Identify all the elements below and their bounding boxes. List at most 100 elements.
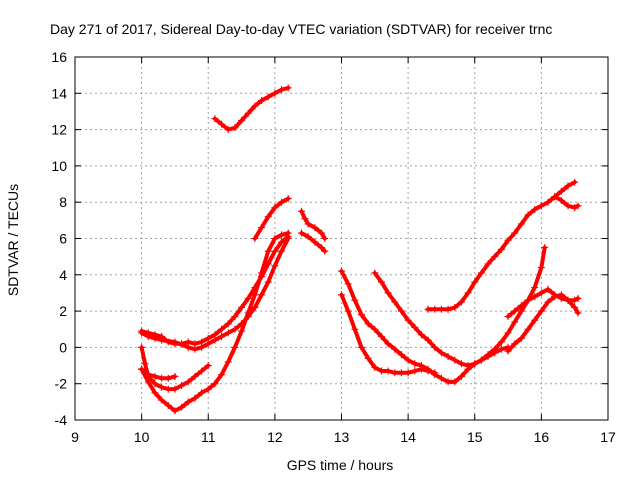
data-point <box>158 383 166 391</box>
data-point <box>171 385 179 393</box>
data-point <box>158 336 166 344</box>
data-point <box>531 316 539 324</box>
series-line <box>252 196 291 241</box>
x-tick-label: 10 <box>134 429 150 445</box>
data-point <box>524 296 532 304</box>
data-point <box>171 338 179 346</box>
data-point <box>484 351 492 359</box>
data-point <box>464 289 472 297</box>
data-point <box>164 401 172 409</box>
data-point <box>564 202 572 210</box>
data-point <box>497 345 505 353</box>
data-point <box>271 204 279 212</box>
data-point <box>537 202 545 210</box>
data-point <box>271 89 279 97</box>
data-point <box>551 293 559 301</box>
data-point <box>531 293 539 301</box>
series-arc-5 <box>138 365 179 382</box>
data-point <box>524 211 532 219</box>
data-point <box>477 356 485 364</box>
y-tick-label: 8 <box>59 194 67 210</box>
data-point <box>497 338 505 346</box>
y-tick-label: -2 <box>55 376 68 392</box>
data-point <box>484 260 492 268</box>
data-point <box>571 178 579 186</box>
data-point <box>204 362 212 370</box>
y-tick-label: 10 <box>51 158 67 174</box>
data-point <box>471 360 479 368</box>
data-point <box>397 369 405 377</box>
data-point <box>564 182 572 190</box>
data-point <box>264 247 272 255</box>
data-point <box>551 193 559 201</box>
data-point <box>211 115 219 123</box>
data-point <box>571 303 579 311</box>
data-point <box>524 325 532 333</box>
data-point <box>231 325 239 333</box>
data-point <box>218 120 226 128</box>
data-point <box>424 305 432 313</box>
data-point <box>531 284 539 292</box>
series-arc-16 <box>551 193 582 212</box>
data-point <box>491 345 499 353</box>
data-point <box>151 389 159 397</box>
data-point <box>437 374 445 382</box>
data-point <box>431 305 439 313</box>
data-point <box>338 267 345 275</box>
data-point <box>191 394 199 402</box>
series-line <box>212 85 291 132</box>
data-point <box>364 354 372 362</box>
series-arc-6 <box>251 195 292 242</box>
data-point <box>457 372 465 380</box>
data-point <box>371 363 379 371</box>
data-point <box>238 327 246 335</box>
data-point <box>417 365 425 373</box>
data-point <box>397 307 405 315</box>
data-point <box>338 291 345 299</box>
data-point <box>184 378 192 386</box>
data-point <box>171 372 179 380</box>
data-point <box>574 202 582 210</box>
data-point <box>158 396 166 404</box>
data-point <box>198 367 206 375</box>
data-point <box>351 296 359 304</box>
data-point <box>311 224 319 232</box>
y-tick-label: 0 <box>59 339 67 355</box>
data-point <box>541 244 549 252</box>
data-point <box>391 369 399 377</box>
data-point <box>264 278 272 286</box>
data-point <box>377 333 385 341</box>
data-point <box>384 367 392 375</box>
series-arc-9 <box>298 229 329 255</box>
data-point <box>517 220 525 228</box>
data-point <box>224 320 232 328</box>
data-point <box>224 329 232 337</box>
data-point <box>144 333 152 341</box>
data-point <box>517 334 525 342</box>
data-point <box>218 325 226 333</box>
data-point <box>377 367 385 375</box>
data-point <box>258 269 266 277</box>
data-point <box>271 247 279 255</box>
data-point <box>184 398 192 406</box>
data-point <box>231 124 239 132</box>
data-point <box>141 360 149 368</box>
data-point <box>231 343 239 351</box>
x-tick-label: 12 <box>267 429 283 445</box>
data-point <box>437 305 445 313</box>
data-point <box>384 340 392 348</box>
data-point <box>198 343 206 351</box>
series-line <box>506 292 580 353</box>
data-point <box>511 318 519 326</box>
data-point <box>464 362 472 370</box>
data-point <box>371 325 379 333</box>
data-point <box>158 374 166 382</box>
y-tick-label: 6 <box>59 231 67 247</box>
data-point <box>284 195 292 203</box>
data-point <box>244 109 252 117</box>
data-point <box>531 205 539 213</box>
data-point <box>264 93 272 101</box>
data-point <box>444 352 452 360</box>
data-point <box>271 262 279 270</box>
